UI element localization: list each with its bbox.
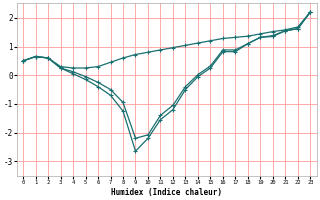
- X-axis label: Humidex (Indice chaleur): Humidex (Indice chaleur): [111, 188, 222, 197]
